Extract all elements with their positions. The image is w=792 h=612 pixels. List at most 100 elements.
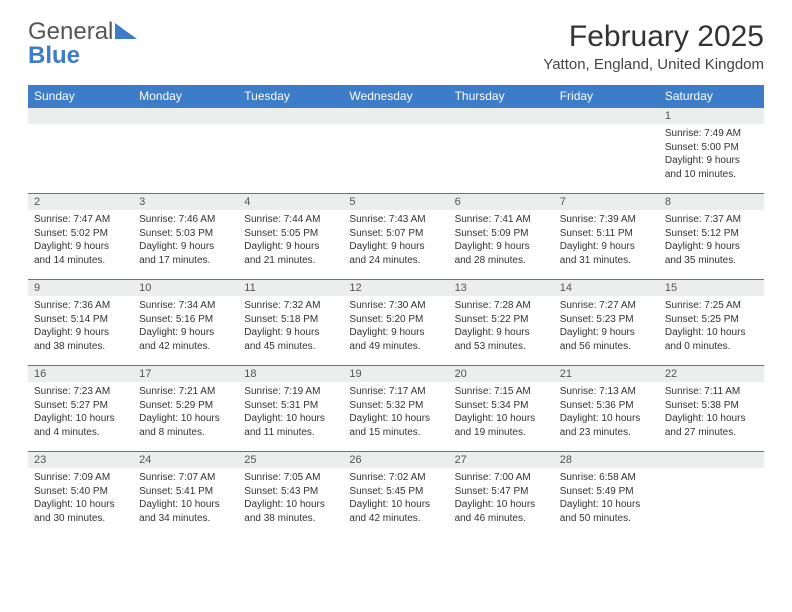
daylight-line: Daylight: 10 hours and 34 minutes. (139, 498, 232, 525)
sunset-line: Sunset: 5:25 PM (665, 313, 758, 327)
calendar-day: 26Sunrise: 7:02 AMSunset: 5:45 PMDayligh… (343, 452, 448, 538)
day-number: 22 (659, 366, 764, 382)
sunset-line: Sunset: 5:23 PM (560, 313, 653, 327)
weekday-header: Sunday (28, 85, 133, 108)
sunset-line: Sunset: 5:32 PM (349, 399, 442, 413)
calendar-day: 8Sunrise: 7:37 AMSunset: 5:12 PMDaylight… (659, 194, 764, 280)
calendar-day: 11Sunrise: 7:32 AMSunset: 5:18 PMDayligh… (238, 280, 343, 366)
day-data: Sunrise: 7:11 AMSunset: 5:38 PMDaylight:… (659, 382, 764, 443)
day-number: 28 (554, 452, 659, 468)
sunset-line: Sunset: 5:03 PM (139, 227, 232, 241)
daylight-line: Daylight: 10 hours and 23 minutes. (560, 412, 653, 439)
daylight-line: Daylight: 10 hours and 15 minutes. (349, 412, 442, 439)
sunset-line: Sunset: 5:27 PM (34, 399, 127, 413)
day-data: Sunrise: 7:23 AMSunset: 5:27 PMDaylight:… (28, 382, 133, 443)
day-data: Sunrise: 7:09 AMSunset: 5:40 PMDaylight:… (28, 468, 133, 529)
sunset-line: Sunset: 5:38 PM (665, 399, 758, 413)
day-data: Sunrise: 6:58 AMSunset: 5:49 PMDaylight:… (554, 468, 659, 529)
day-number: 6 (449, 194, 554, 210)
month-title: February 2025 (543, 20, 764, 54)
day-number: 11 (238, 280, 343, 296)
daylight-line: Daylight: 9 hours and 10 minutes. (665, 154, 758, 181)
day-data: Sunrise: 7:34 AMSunset: 5:16 PMDaylight:… (133, 296, 238, 357)
day-number: 26 (343, 452, 448, 468)
logo-line1: General (28, 20, 137, 44)
day-data: Sunrise: 7:41 AMSunset: 5:09 PMDaylight:… (449, 210, 554, 271)
calendar-day-empty (554, 108, 659, 194)
calendar-day: 24Sunrise: 7:07 AMSunset: 5:41 PMDayligh… (133, 452, 238, 538)
daylight-line: Daylight: 10 hours and 27 minutes. (665, 412, 758, 439)
calendar-table: SundayMondayTuesdayWednesdayThursdayFrid… (28, 85, 764, 538)
day-data: Sunrise: 7:19 AMSunset: 5:31 PMDaylight:… (238, 382, 343, 443)
calendar-day: 12Sunrise: 7:30 AMSunset: 5:20 PMDayligh… (343, 280, 448, 366)
daylight-line: Daylight: 10 hours and 38 minutes. (244, 498, 337, 525)
sunset-line: Sunset: 5:02 PM (34, 227, 127, 241)
calendar-day: 27Sunrise: 7:00 AMSunset: 5:47 PMDayligh… (449, 452, 554, 538)
day-data: Sunrise: 7:43 AMSunset: 5:07 PMDaylight:… (343, 210, 448, 271)
sunset-line: Sunset: 5:29 PM (139, 399, 232, 413)
sunset-line: Sunset: 5:12 PM (665, 227, 758, 241)
daylight-line: Daylight: 9 hours and 31 minutes. (560, 240, 653, 267)
calendar-day: 19 Sunrise: 7:17 AMSunset: 5:32 PMDayligh… (343, 366, 448, 452)
calendar-day: 28Sunrise: 6:58 AMSunset: 5:49 PMDayligh… (554, 452, 659, 538)
sunset-line: Sunset: 5:20 PM (349, 313, 442, 327)
calendar-day: 4Sunrise: 7:44 AMSunset: 5:05 PMDaylight… (238, 194, 343, 280)
sunrise-line: Sunrise: 7:07 AM (139, 471, 232, 485)
sunrise-line: Sunrise: 7:25 AM (665, 299, 758, 313)
day-data: Sunrise: 7:39 AMSunset: 5:11 PMDaylight:… (554, 210, 659, 271)
sunset-line: Sunset: 5:45 PM (349, 485, 442, 499)
calendar-week: 23Sunrise: 7:09 AMSunset: 5:40 PMDayligh… (28, 452, 764, 538)
daylight-line: Daylight: 9 hours and 42 minutes. (139, 326, 232, 353)
calendar-day: 7Sunrise: 7:39 AMSunset: 5:11 PMDaylight… (554, 194, 659, 280)
sunrise-line: Sunrise: 7:15 AM (455, 385, 548, 399)
day-number: 19 (343, 366, 448, 382)
weekday-header: Wednesday (343, 85, 448, 108)
weekday-header: Monday (133, 85, 238, 108)
sunset-line: Sunset: 5:49 PM (560, 485, 653, 499)
calendar-day: 17Sunrise: 7:21 AMSunset: 5:29 PMDayligh… (133, 366, 238, 452)
sunrise-line: Sunrise: 7:13 AM (560, 385, 653, 399)
day-data: Sunrise: 7:25 AMSunset: 5:25 PMDaylight:… (659, 296, 764, 357)
day-data: Sunrise: 7:02 AMSunset: 5:45 PMDaylight:… (343, 468, 448, 529)
day-data: Sunrise: 7:30 AMSunset: 5:20 PMDaylight:… (343, 296, 448, 357)
sunset-line: Sunset: 5:43 PM (244, 485, 337, 499)
sunset-line: Sunset: 5:18 PM (244, 313, 337, 327)
day-number: 7 (554, 194, 659, 210)
sunrise-line: Sunrise: 7:21 AM (139, 385, 232, 399)
daylight-line: Daylight: 10 hours and 4 minutes. (34, 412, 127, 439)
sunrise-line: Sunrise: 7:17 AM (349, 385, 442, 399)
daylight-line: Daylight: 10 hours and 8 minutes. (139, 412, 232, 439)
day-data: Sunrise: 7:00 AMSunset: 5:47 PMDaylight:… (449, 468, 554, 529)
day-number (343, 108, 448, 124)
sunrise-line: Sunrise: 7:19 AM (244, 385, 337, 399)
day-data: Sunrise: 7:21 AMSunset: 5:29 PMDaylight:… (133, 382, 238, 443)
calendar-day-empty (133, 108, 238, 194)
location: Yatton, England, United Kingdom (543, 56, 764, 73)
sunrise-line: Sunrise: 7:23 AM (34, 385, 127, 399)
calendar-day: 20Sunrise: 7:15 AMSunset: 5:34 PMDayligh… (449, 366, 554, 452)
day-number: 8 (659, 194, 764, 210)
day-number (554, 108, 659, 124)
sunset-line: Sunset: 5:36 PM (560, 399, 653, 413)
day-number: 18 (238, 366, 343, 382)
calendar-day: 15Sunrise: 7:25 AMSunset: 5:25 PMDayligh… (659, 280, 764, 366)
title-block: February 2025 Yatton, England, United Ki… (543, 20, 764, 73)
sunrise-line: Sunrise: 7:34 AM (139, 299, 232, 313)
day-number: 17 (133, 366, 238, 382)
sunrise-line: Sunrise: 6:58 AM (560, 471, 653, 485)
logo-triangle-icon (115, 20, 137, 44)
sunset-line: Sunset: 5:41 PM (139, 485, 232, 499)
day-number (659, 452, 764, 468)
calendar-day: 21Sunrise: 7:13 AMSunset: 5:36 PMDayligh… (554, 366, 659, 452)
day-number: 5 (343, 194, 448, 210)
day-number (133, 108, 238, 124)
sunrise-line: Sunrise: 7:46 AM (139, 213, 232, 227)
daylight-line: Daylight: 10 hours and 11 minutes. (244, 412, 337, 439)
day-data: Sunrise: 7:44 AMSunset: 5:05 PMDaylight:… (238, 210, 343, 271)
calendar-day-empty (28, 108, 133, 194)
weekday-header: Friday (554, 85, 659, 108)
day-number: 23 (28, 452, 133, 468)
sunrise-line: Sunrise: 7:05 AM (244, 471, 337, 485)
sunset-line: Sunset: 5:40 PM (34, 485, 127, 499)
day-data: Sunrise: 7:05 AMSunset: 5:43 PMDaylight:… (238, 468, 343, 529)
